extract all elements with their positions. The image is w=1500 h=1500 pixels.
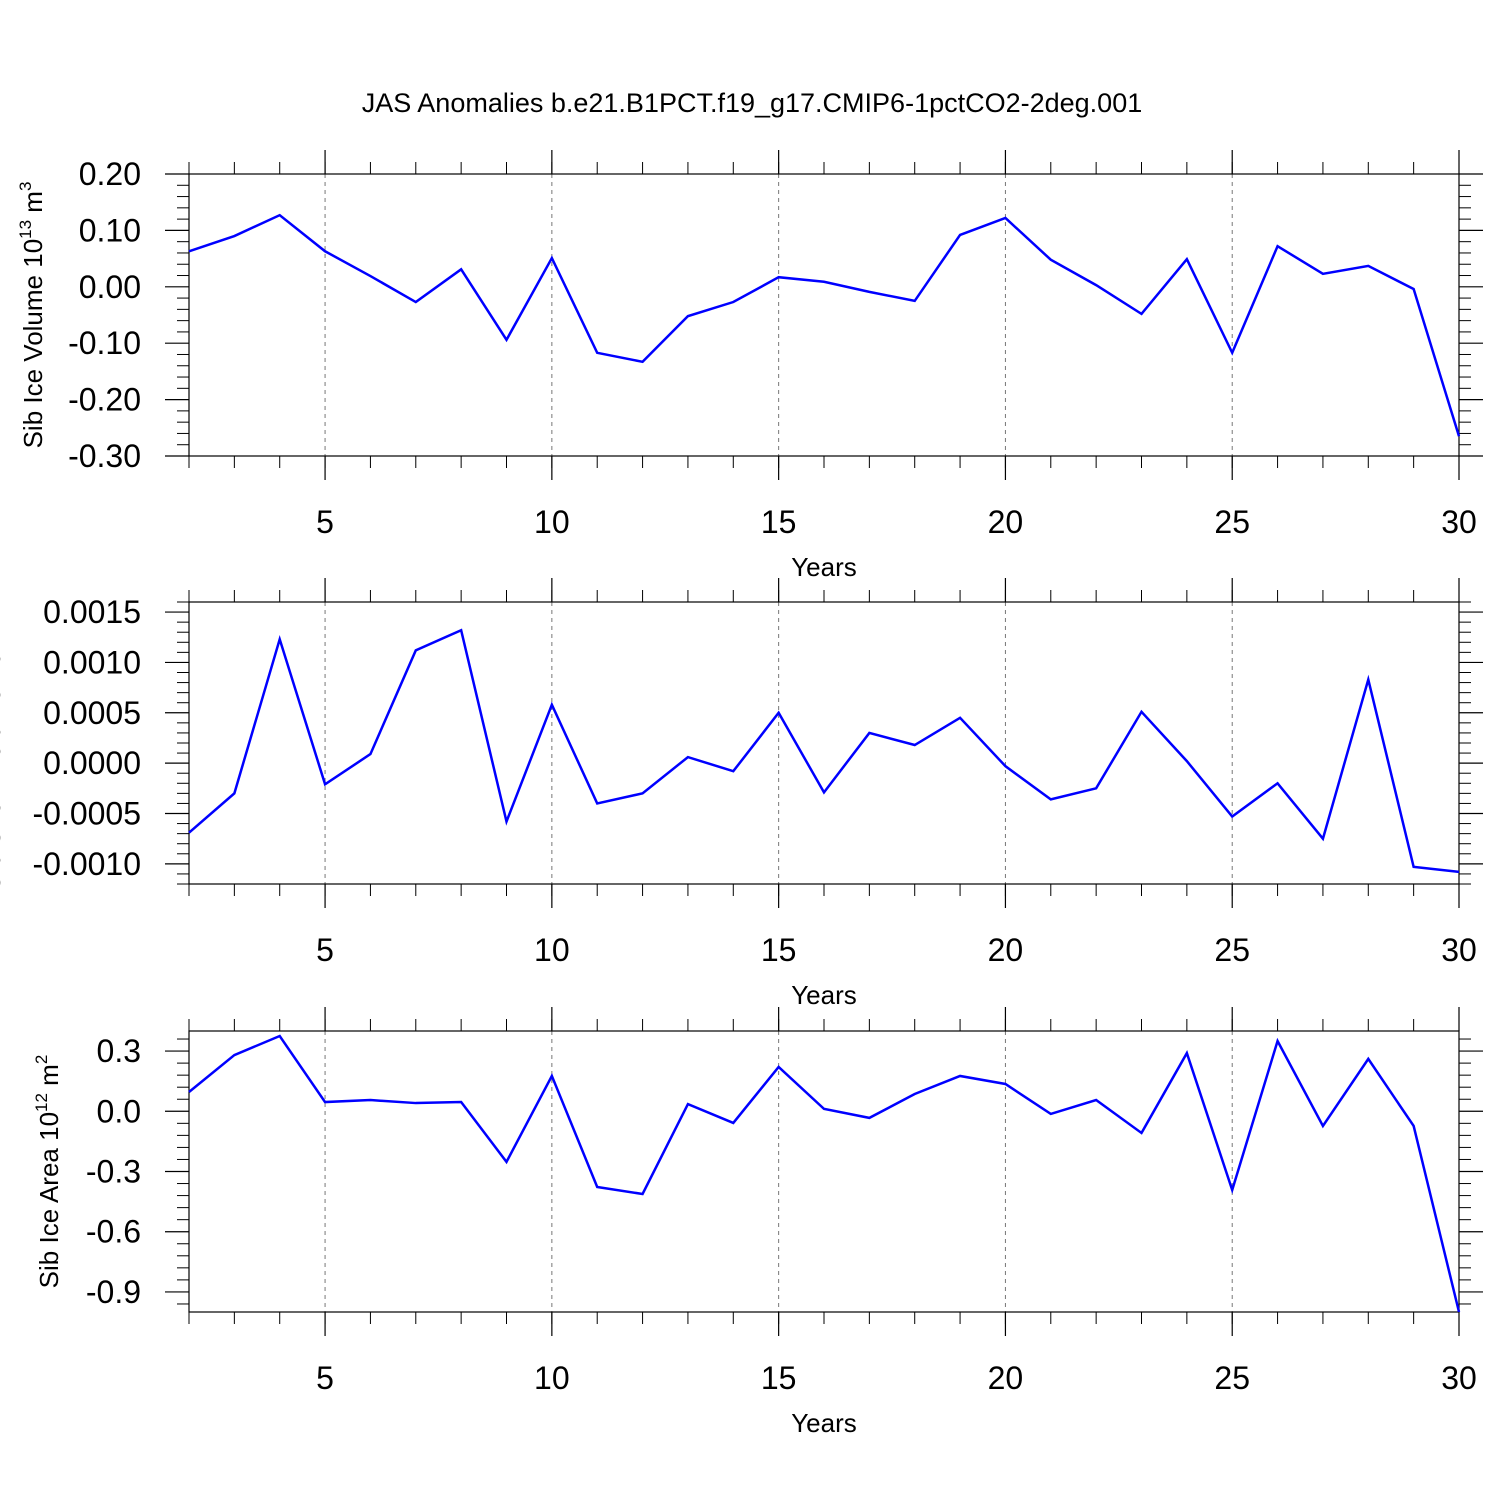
y-tick-label: -0.20 [68,382,141,418]
plot-frame [188,173,1460,457]
data-line [188,213,1461,437]
x-axis-label: Years [791,552,857,582]
plot-frame [188,1030,1460,1313]
x-tick-label: 25 [1214,504,1250,540]
y-axis-label: Sib Ice Volume 1013 m3 [16,182,48,449]
y-label-text: Sib Ice Volume 10 [18,239,48,449]
y-label-unit: m [34,1064,64,1093]
y-axis-label: Sib Ice Area 1012 m2 [32,1055,64,1289]
y-tick-label: 0.0010 [43,644,141,680]
y-tick-label: 0.10 [79,212,141,248]
y-label-exponent: 13 [16,220,35,239]
x-tick-label: 30 [1441,504,1477,540]
plot-frame [188,601,1460,885]
x-tick-label: 20 [988,1360,1024,1396]
y-tick-label: 0.0 [97,1093,141,1129]
y-tick-label: -0.3 [86,1154,141,1190]
x-axis-label: Years [791,980,857,1010]
y-tick-label: -0.6 [86,1214,141,1250]
x-tick-label: 5 [316,932,334,968]
x-tick-label: 30 [1441,932,1477,968]
data-line [188,1034,1461,1313]
x-tick-label: 25 [1214,932,1250,968]
x-tick-label: 20 [988,504,1024,540]
x-tick-label: 10 [534,1360,570,1396]
y-tick-label: 0.20 [79,156,141,192]
x-axis-label: Years [791,1408,857,1438]
x-tick-label: 15 [761,932,797,968]
y-label-unit-exponent: 2 [32,1055,51,1064]
y-tick-label: 0.0000 [43,745,141,781]
y-label-exponent: 12 [32,1093,51,1112]
y-label-unit-exponent: 3 [16,182,35,191]
x-tick-label: 15 [761,1360,797,1396]
x-tick-label: 15 [761,504,797,540]
y-label-unit: m [0,604,6,633]
x-tick-label: 5 [316,504,334,540]
data-line [188,628,1460,874]
y-tick-label: -0.0010 [32,846,141,882]
chart-title: JAS Anomalies b.e21.B1PCT.f19_g17.CMIP6-… [362,88,1142,118]
x-tick-label: 25 [1214,1360,1250,1396]
y-label-unit: m [18,191,48,220]
y-tick-label: -0.10 [68,325,141,361]
y-tick-label: -0.0005 [32,796,141,832]
y-label-text: Sib Ice Area 10 [34,1112,64,1288]
x-tick-label: 5 [316,1360,334,1396]
y-tick-label: -0.30 [68,438,141,474]
y-label-text: Sib Snow Volume 10 [0,652,6,892]
y-axis-label: Sib Snow Volume 1013 m3 [0,594,6,891]
y-tick-label: -0.9 [86,1274,141,1310]
y-tick-label: 0.0015 [43,594,141,630]
x-tick-label: 20 [988,932,1024,968]
x-tick-label: 10 [534,504,570,540]
y-tick-label: 0.0005 [43,695,141,731]
x-tick-label: 30 [1441,1360,1477,1396]
x-tick-label: 10 [534,932,570,968]
y-tick-label: 0.00 [79,269,141,305]
y-tick-label: 0.3 [97,1033,141,1069]
